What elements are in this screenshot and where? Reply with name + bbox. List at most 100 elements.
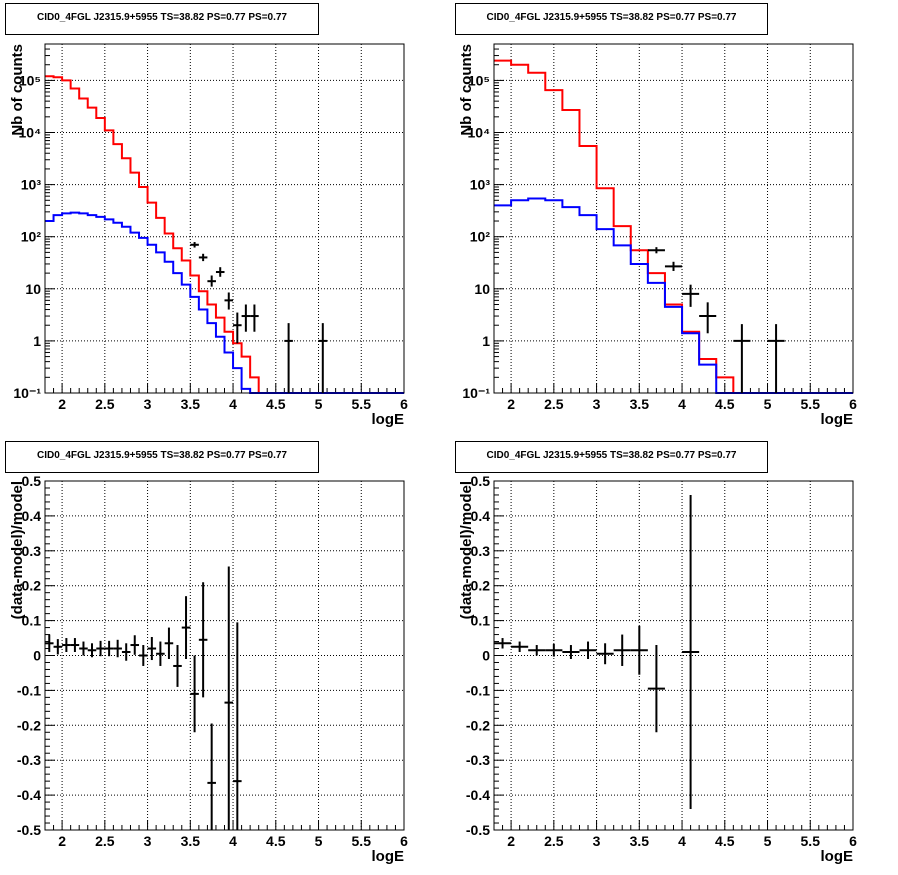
x-tick-label: 4 xyxy=(229,833,237,849)
data-point xyxy=(139,645,148,666)
data-point xyxy=(190,655,199,733)
y-tick-label: -0.3 xyxy=(17,752,41,768)
x-tick-label: 3 xyxy=(593,396,601,412)
chart-title: CID0_4FGL J2315.9+5955 TS=38.82 PS=0.77 … xyxy=(455,441,768,473)
x-tick-label: 5.5 xyxy=(801,396,821,412)
y-tick-label: 10⁻¹ xyxy=(13,385,41,401)
data-point xyxy=(613,634,631,666)
data-point xyxy=(113,639,122,658)
data-point xyxy=(96,640,105,657)
y-tick-label: 10⁵ xyxy=(468,72,490,88)
data-point xyxy=(318,323,328,393)
data-point xyxy=(682,494,700,810)
x-tick-label: 3 xyxy=(593,833,601,849)
x-tick-label: 3.5 xyxy=(630,396,650,412)
data-point xyxy=(147,637,157,661)
x-tick-label: 6 xyxy=(400,396,408,412)
data-point xyxy=(494,638,512,649)
model-component-histogram xyxy=(45,211,404,394)
y-tick-label: -0.1 xyxy=(466,682,490,698)
y-tick-label: 0.1 xyxy=(471,613,491,629)
y-tick-label: 0.4 xyxy=(471,508,491,524)
grid xyxy=(494,44,854,394)
y-tick-label: 10² xyxy=(470,229,491,245)
y-tick-label: 10³ xyxy=(21,177,42,193)
y-tick-label: 0.3 xyxy=(22,543,42,559)
x-tick-label: 2.5 xyxy=(95,396,115,412)
y-axis-label: Nb of counts xyxy=(9,44,26,136)
data-point xyxy=(241,304,251,332)
y-tick-label: 10³ xyxy=(470,177,491,193)
data-point xyxy=(164,627,174,659)
model-component-histogram xyxy=(494,197,853,394)
y-tick-label: 0 xyxy=(33,648,41,664)
data-point xyxy=(224,566,234,830)
data-point xyxy=(682,284,700,307)
data-point xyxy=(545,643,563,657)
x-tick-label: 2 xyxy=(58,833,66,849)
data-point xyxy=(207,275,216,287)
y-tick-label: -0.1 xyxy=(17,682,41,698)
data-point xyxy=(250,304,259,332)
x-tick-label: 5 xyxy=(764,396,772,412)
chart-svg: 2 2.5 3 3.5 4 4.5 5 5.5 6 10⁻¹ 1 10 10² 10³ 10⁴ 10⁵ logE… xyxy=(9,43,408,428)
y-tick-label: 10⁴ xyxy=(19,125,42,141)
data-point xyxy=(511,641,529,653)
data-point xyxy=(173,645,182,687)
chart-title: CID0_4FGL J2315.9+5955 TS=38.82 PS=0.77 … xyxy=(5,441,319,473)
data-point xyxy=(70,638,80,653)
y-tick-label: -0.3 xyxy=(466,752,490,768)
x-axis-label: logE xyxy=(821,411,854,428)
y-tick-label: 10⁻¹ xyxy=(462,385,490,401)
chart-title: CID0_4FGL J2315.9+5955 TS=38.82 PS=0.77 … xyxy=(455,3,768,35)
x-tick-label: 6 xyxy=(849,833,857,849)
y-tick-label: 10⁴ xyxy=(468,125,491,141)
y-axis-label: Nb of counts xyxy=(458,44,475,136)
data-point xyxy=(87,643,97,658)
data-point xyxy=(647,645,665,733)
data-point xyxy=(198,253,208,262)
grid xyxy=(494,480,854,831)
x-tick-label: 5 xyxy=(315,833,323,849)
x-axis-label: logE xyxy=(372,411,405,428)
y-tick-label: -0.4 xyxy=(466,787,490,803)
data-point xyxy=(130,635,140,655)
data-point xyxy=(233,622,242,830)
y-tick-label: 10 xyxy=(474,281,490,297)
data-point xyxy=(528,645,546,656)
data-point xyxy=(699,302,717,334)
y-tick-label: 1 xyxy=(33,333,41,349)
y-tick-label: 10² xyxy=(21,229,42,245)
x-tick-label: 3.5 xyxy=(181,396,201,412)
chart-svg: 2 2.5 3 3.5 4 4.5 5 5.5 6 -0.5 -0.4 -0.3 -0.2 -0.1 0 0.… xyxy=(9,473,408,865)
x-tick-label: 2 xyxy=(58,396,66,412)
data-point xyxy=(664,261,683,271)
y-tick-label: 0.5 xyxy=(22,473,42,489)
x-tick-label: 4.5 xyxy=(715,833,735,849)
x-tick-label: 2.5 xyxy=(544,833,564,849)
data-point xyxy=(767,324,785,393)
x-tick-label: 2 xyxy=(507,833,515,849)
x-tick-label: 4.5 xyxy=(715,396,735,412)
x-tick-label: 4 xyxy=(229,396,237,412)
y-tick-label: 10⁵ xyxy=(19,72,41,88)
data-point xyxy=(596,643,614,665)
data-point xyxy=(630,625,648,675)
plot-frame xyxy=(493,480,854,831)
y-axis-label: (data-model)/model xyxy=(458,481,475,619)
x-tick-label: 5.5 xyxy=(801,833,821,849)
x-tick-label: 2.5 xyxy=(95,833,115,849)
data-point xyxy=(579,641,597,659)
data-point xyxy=(224,292,234,310)
data-point xyxy=(79,641,88,656)
y-tick-label: 10 xyxy=(25,281,41,297)
model-total-histogram xyxy=(494,59,853,394)
chart-svg: 2 2.5 3 3.5 4 4.5 5 5.5 6 -0.5 -0.4 -0.3 -0.2 -0.1 0 0.… xyxy=(458,473,857,865)
x-tick-label: 5 xyxy=(764,833,772,849)
data-point xyxy=(233,312,242,344)
y-tick-label: 0.2 xyxy=(471,578,491,594)
x-tick-label: 6 xyxy=(849,396,857,412)
y-tick-label: 0.2 xyxy=(22,578,42,594)
data-point xyxy=(207,723,216,830)
data-point xyxy=(45,634,54,653)
